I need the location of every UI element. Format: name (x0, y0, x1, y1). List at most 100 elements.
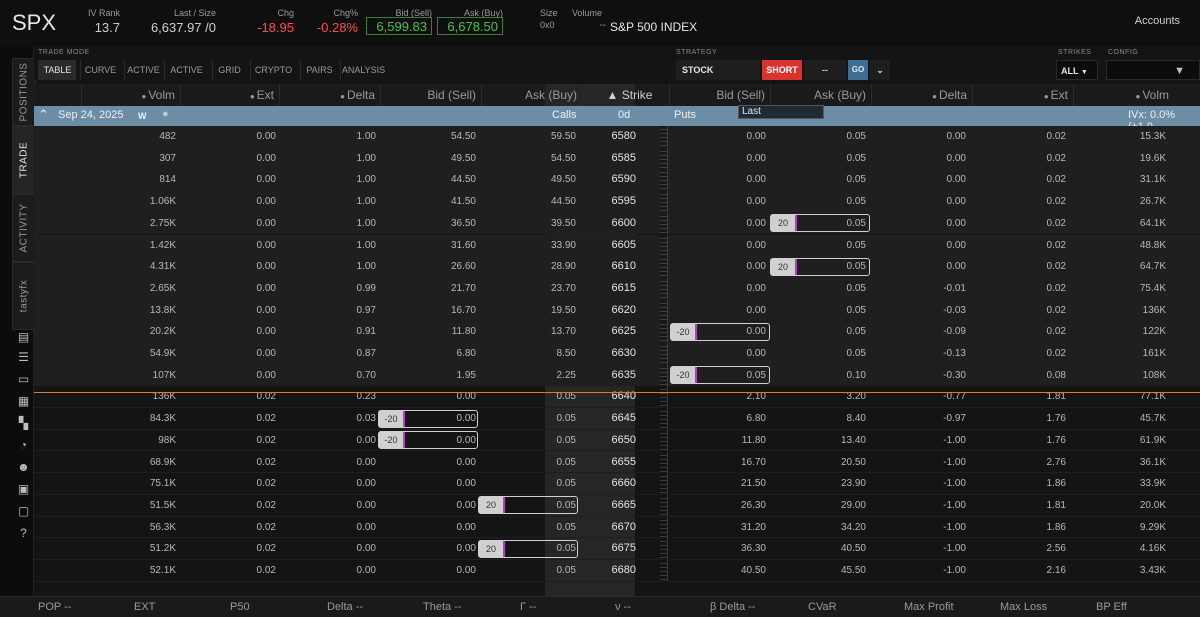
help-icon[interactable]: ? (20, 526, 27, 540)
header-call-delta[interactable]: ● Delta (279, 84, 379, 106)
call-ask-cell[interactable]: 19.50 (550, 304, 576, 316)
tab-grid[interactable]: GRID (212, 60, 246, 80)
put-ask-cell[interactable]: 8.40 (846, 413, 866, 425)
call-ask-cell[interactable]: 39.50 (550, 217, 576, 229)
tab-tastyfx[interactable]: tastyfx (12, 262, 36, 330)
call-bid-cell[interactable]: 41.50 (450, 196, 476, 208)
call-bid-cell[interactable]: 44.50 (450, 174, 476, 186)
gauge-icon[interactable]: ◔ (19, 438, 28, 452)
put-bid-cell[interactable]: 0.00 (746, 304, 766, 316)
last-dropdown[interactable]: Last (738, 105, 824, 119)
config-field[interactable]: ▼ (1106, 60, 1200, 80)
table-row[interactable]: 2.75K 0.00 1.00 36.50 39.50 6600 0.00 0.05 0.00 0… (34, 212, 1200, 235)
call-ask-cell[interactable]: 2.25 (556, 369, 576, 381)
put-bid-cell[interactable]: 0.05 (746, 369, 766, 381)
call-ask-cell[interactable]: 0.05 (556, 413, 576, 425)
put-ask-cell[interactable]: 40.50 (840, 543, 866, 555)
table-row[interactable]: 51.2K 0.02 0.00 0.00 0.05 6675 36.30 40.50 -1.00… (34, 538, 1200, 560)
header-put-volm[interactable]: ● Volm (1073, 84, 1173, 106)
put-bid-cell[interactable]: 31.20 (740, 521, 766, 533)
put-bid-cell[interactable]: 26.30 (740, 499, 766, 511)
tab-pairs[interactable]: PAIRS (300, 60, 338, 80)
header-call-ask[interactable]: Ask (Buy) (481, 84, 581, 106)
order-leg-pill[interactable]: -20 (670, 322, 770, 341)
put-bid-cell[interactable]: 0.00 (746, 239, 766, 251)
call-bid-cell[interactable]: 21.70 (450, 282, 476, 294)
order-leg-pill[interactable]: 20 (478, 496, 578, 515)
put-ask-cell[interactable]: 0.05 (846, 174, 866, 186)
people-icon[interactable]: ☻ (17, 460, 30, 474)
header-put-ext[interactable]: ● Ext (972, 84, 1072, 106)
order-leg-pill[interactable]: -20 (378, 431, 478, 450)
tv-icon[interactable]: ▭ (17, 372, 30, 386)
put-ask-cell[interactable]: 29.00 (840, 499, 866, 511)
put-bid-cell[interactable]: 16.70 (740, 456, 766, 468)
chevron-down-icon[interactable]: ⌄ (870, 60, 890, 80)
order-leg-pill[interactable]: 20 (478, 539, 578, 558)
put-bid-cell[interactable]: 36.30 (740, 543, 766, 555)
put-bid-cell[interactable]: 40.50 (740, 565, 766, 576)
call-bid-cell[interactable]: 11.80 (451, 326, 476, 338)
accounts-menu[interactable]: Accounts (1134, 15, 1180, 27)
bid-button[interactable]: 6,599.83 (366, 17, 432, 35)
call-bid-cell[interactable]: 26.60 (450, 261, 476, 273)
put-ask-cell[interactable]: 0.05 (846, 196, 866, 208)
put-bid-cell[interactable]: 0.00 (746, 217, 766, 229)
put-ask-cell[interactable]: 0.05 (846, 326, 866, 338)
put-ask-cell[interactable]: 0.05 (846, 131, 866, 142)
order-leg-pill[interactable]: 20 (770, 257, 870, 276)
call-bid-cell[interactable]: 16.70 (450, 304, 476, 316)
call-ask-cell[interactable]: 0.05 (556, 499, 576, 511)
put-ask-cell[interactable]: 13.40 (840, 434, 866, 446)
order-leg-pill[interactable]: 20 (770, 214, 870, 233)
table-row[interactable]: 13.8K 0.00 0.97 16.70 19.50 6620 0.00 0.05 -0.03… (34, 299, 1200, 322)
put-bid-cell[interactable]: 2.10 (746, 391, 766, 403)
tab-active-v2[interactable]: ACTIVE V2 (164, 60, 208, 95)
put-ask-cell[interactable]: 20.50 (840, 456, 866, 468)
table-row[interactable]: 68.9K 0.02 0.00 0.00 0.05 6655 16.70 20.50 -1.00… (34, 451, 1200, 474)
put-bid-cell[interactable]: 0.00 (746, 174, 766, 186)
put-ask-cell[interactable]: 34.20 (840, 521, 866, 533)
put-bid-cell[interactable]: 0.00 (746, 282, 766, 294)
put-bid-cell[interactable]: 0.00 (746, 261, 766, 273)
call-bid-cell[interactable]: 54.50 (450, 131, 476, 142)
call-ask-cell[interactable]: 44.50 (550, 196, 576, 208)
header-put-bid[interactable]: Bid (Sell) (669, 84, 769, 106)
tab-trade[interactable]: TRADE (12, 126, 36, 194)
tab-positions[interactable]: POSITIONS (12, 58, 36, 126)
call-ask-cell[interactable]: 0.05 (556, 543, 576, 555)
call-ask-cell[interactable]: 0.05 (556, 434, 576, 446)
put-ask-cell[interactable]: 0.05 (846, 261, 866, 273)
put-bid-cell[interactable]: 11.80 (741, 434, 766, 446)
put-bid-cell[interactable]: 6.80 (746, 413, 766, 425)
filter-icon[interactable]: ▼ (1174, 65, 1185, 77)
put-ask-cell[interactable]: 0.05 (846, 217, 866, 229)
call-bid-cell[interactable]: 0.00 (456, 521, 476, 533)
strategy-select[interactable]: STOCK (676, 60, 760, 80)
header-call-ext[interactable]: ● Ext (180, 84, 278, 106)
table-row[interactable]: 52.1K 0.02 0.00 0.00 0.05 6680 40.50 45.50 -1.00… (34, 560, 1200, 582)
header-call-volm[interactable]: ● Volm (81, 84, 179, 106)
table-row[interactable]: 54.9K 0.00 0.87 6.80 8.50 6630 0.00 0.05 -0.13 0.… (34, 343, 1200, 365)
put-ask-cell[interactable]: 3.20 (846, 391, 866, 403)
call-ask-cell[interactable]: 0.05 (556, 478, 576, 490)
call-ask-cell[interactable]: 33.90 (550, 239, 576, 251)
table-row[interactable]: 136K 0.02 0.23 0.00 0.05 6640 2.10 3.20 -0.77 1.8… (34, 386, 1200, 409)
grid-icon[interactable]: ▚ (18, 416, 29, 430)
call-ask-cell[interactable]: 0.05 (556, 456, 576, 468)
message-icon[interactable]: ▢ (17, 504, 30, 518)
table-row[interactable]: 51.5K 0.02 0.00 0.00 0.05 6665 26.30 29.00 -1.00… (34, 494, 1200, 517)
header-put-delta[interactable]: ● Delta (871, 84, 971, 106)
table-row[interactable]: 84.3K 0.02 0.03 0.00 0.05 6645 6.80 8.40 -0.97 1.… (34, 408, 1200, 430)
chart-icon[interactable]: ▦ (17, 394, 30, 408)
ask-button[interactable]: 6,678.50 (437, 17, 503, 35)
call-ask-cell[interactable]: 28.90 (550, 261, 576, 273)
short-button[interactable]: SHORT (762, 60, 802, 80)
symbol[interactable]: SPX (12, 10, 57, 35)
put-bid-cell[interactable]: 0.00 (746, 348, 766, 359)
collapse-chevron-icon[interactable]: ⌃ (38, 107, 49, 122)
tab-crypto[interactable]: CRYPTO (250, 60, 296, 80)
call-ask-cell[interactable]: 0.05 (556, 565, 576, 576)
list-icon[interactable]: ☰ (18, 350, 29, 364)
put-ask-cell[interactable]: 0.10 (846, 369, 866, 381)
